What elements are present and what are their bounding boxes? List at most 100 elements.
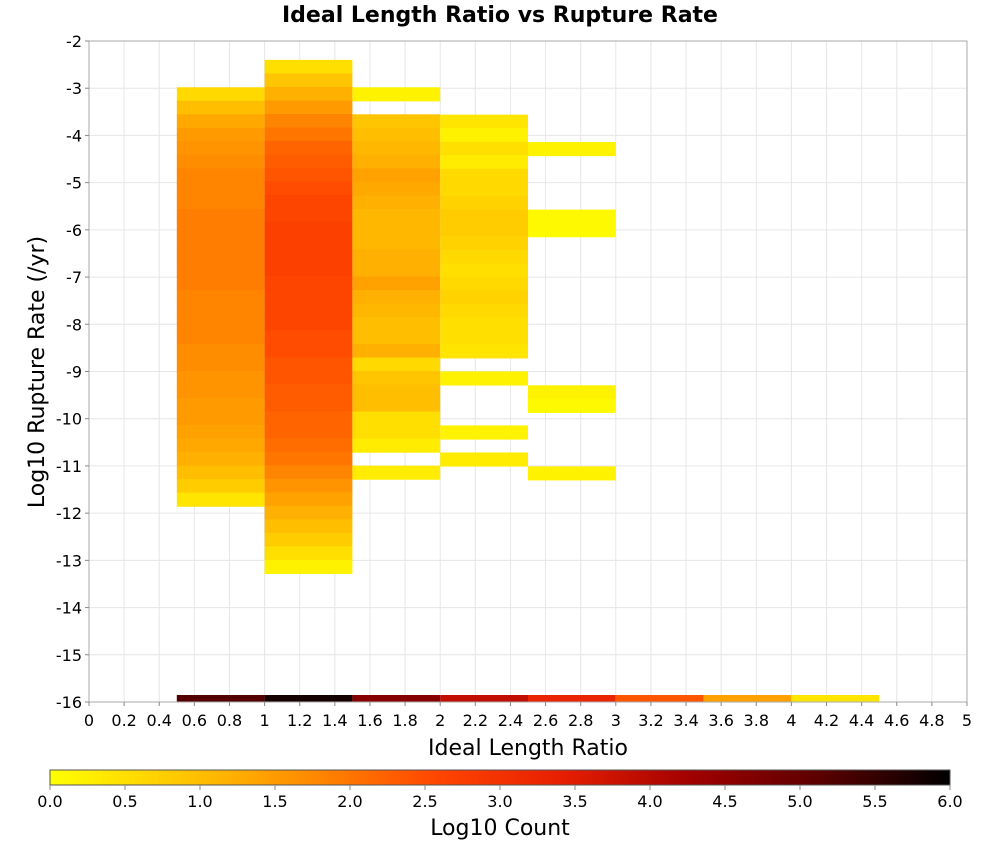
- y-tick-label: -2: [66, 32, 82, 51]
- heatmap-cell: [440, 276, 528, 291]
- heatmap-cell: [264, 438, 353, 453]
- x-tick-label: 1.4: [322, 711, 347, 730]
- heatmap-cell: [264, 492, 353, 507]
- heatmap-cell: [352, 438, 441, 453]
- heatmap-cell: [440, 317, 528, 332]
- y-tick-label: -7: [66, 268, 82, 287]
- heatmap-cell: [352, 249, 441, 264]
- y-tick-label: -15: [56, 646, 82, 665]
- heatmap-cell: [176, 235, 265, 251]
- heatmap-cell: [352, 344, 441, 359]
- heatmap-cell: [264, 289, 353, 304]
- heatmap-cell: [352, 384, 441, 399]
- x-tick-label: 1.2: [287, 711, 312, 730]
- heatmap-cell: [176, 289, 265, 305]
- heatmap-cell: [352, 235, 441, 251]
- y-tick-label: -14: [56, 599, 82, 618]
- colorbar-tick-label: 5.0: [787, 792, 812, 811]
- x-tick-label: 2.6: [533, 711, 558, 730]
- heatmap-cell: [264, 73, 353, 88]
- chart-title: Ideal Length Ratio vs Rupture Rate: [282, 3, 718, 28]
- marginal-bar: [176, 695, 880, 702]
- heatmap-cell: [264, 235, 353, 250]
- x-tick-label: 4: [786, 711, 796, 730]
- heatmap-cell: [264, 519, 353, 534]
- heatmap-cell: [176, 262, 265, 278]
- heatmap-cell: [264, 357, 353, 372]
- heatmap-cell: [440, 236, 528, 251]
- heatmap-cell: [176, 438, 265, 453]
- heatmap-cell: [440, 303, 528, 318]
- heatmap-cells: [176, 59, 616, 574]
- y-axis-label: Log10 Rupture Rate (/yr): [25, 236, 50, 508]
- x-tick-label: 0.2: [111, 711, 136, 730]
- heatmap-cell: [352, 127, 441, 142]
- colorbar-tick-label: 6.0: [937, 792, 962, 811]
- marginal-cell: [703, 695, 792, 702]
- heatmap-cell: [264, 370, 353, 385]
- heatmap-cell: [176, 330, 265, 345]
- x-tick-label: 4.2: [814, 711, 839, 730]
- heatmap-cell: [176, 371, 265, 386]
- x-tick-label: 3: [611, 711, 621, 730]
- heatmap-cell: [264, 465, 353, 480]
- heatmap-cell: [176, 479, 265, 494]
- colorbar-tick-label: 1.5: [262, 792, 287, 811]
- heatmap-cell: [264, 330, 353, 345]
- heatmap-cell: [440, 195, 528, 210]
- heatmap-cell: [528, 142, 616, 157]
- x-tick-label: 0.4: [147, 711, 172, 730]
- marginal-cell: [791, 695, 880, 702]
- x-tick-label: 2: [435, 711, 445, 730]
- heatmap-cell: [440, 290, 528, 305]
- heatmap-cell: [264, 181, 353, 196]
- marginal-cell: [440, 695, 528, 702]
- heatmap-cell: [264, 59, 353, 74]
- x-tick-label: 2.2: [463, 711, 488, 730]
- heatmap-cell: [264, 262, 353, 277]
- colorbar-label: Log10 Count: [430, 816, 570, 841]
- heatmap-cell: [440, 425, 528, 440]
- heatmap-cell: [264, 140, 353, 156]
- heatmap-cell: [352, 398, 441, 413]
- x-tick-label: 5: [962, 711, 972, 730]
- heatmap-cell: [176, 127, 265, 142]
- heatmap-cell: [528, 466, 616, 481]
- heatmap-cell: [264, 532, 353, 547]
- heatmap-cell: [176, 316, 265, 332]
- heatmap-cell: [176, 411, 265, 426]
- heatmap-cell: [440, 114, 528, 129]
- colorbar-tick-label: 0.0: [37, 792, 62, 811]
- heatmap-cell: [176, 276, 265, 291]
- heatmap-cell: [264, 316, 353, 331]
- heatmap-cell: [264, 208, 353, 223]
- y-tick-label: -16: [56, 693, 82, 712]
- x-tick-label: 0.6: [182, 711, 207, 730]
- heatmap-cell: [440, 182, 528, 197]
- heatmap-cell: [440, 222, 528, 237]
- x-tick-label: 3.2: [638, 711, 663, 730]
- x-tick-label: 2.8: [568, 711, 593, 730]
- heatmap-cell: [176, 154, 265, 169]
- heatmap-cell: [264, 303, 353, 318]
- heatmap-cell: [176, 222, 265, 237]
- heatmap-cell: [264, 451, 353, 466]
- x-tick-label: 1.6: [357, 711, 382, 730]
- heatmap-cell: [352, 303, 441, 318]
- y-tick-label: -12: [56, 504, 82, 523]
- heatmap-cell: [176, 492, 265, 507]
- colorbar-tick-label: 0.5: [112, 792, 137, 811]
- heatmap-cell: [352, 357, 441, 372]
- colorbar-tick-label: 5.5: [862, 792, 887, 811]
- heatmap-cell: [440, 452, 528, 467]
- heatmap-cell: [440, 371, 528, 386]
- heatmap-cell: [264, 546, 353, 561]
- heatmap-cell: [264, 249, 353, 264]
- marginal-cell: [615, 695, 704, 702]
- heatmap-cell: [440, 263, 528, 278]
- x-axis-label: Ideal Length Ratio: [428, 736, 628, 761]
- x-axis-ticks: 0 0.2 0.4 0.6 0.8 1 1.2 1.4 1.6 1.8 2 2.2 2.4 2.6 2.8 3…: [84, 702, 972, 730]
- heatmap-cell: [352, 465, 441, 480]
- heatmap-cell: [352, 168, 441, 183]
- heatmap-cell: [528, 223, 616, 238]
